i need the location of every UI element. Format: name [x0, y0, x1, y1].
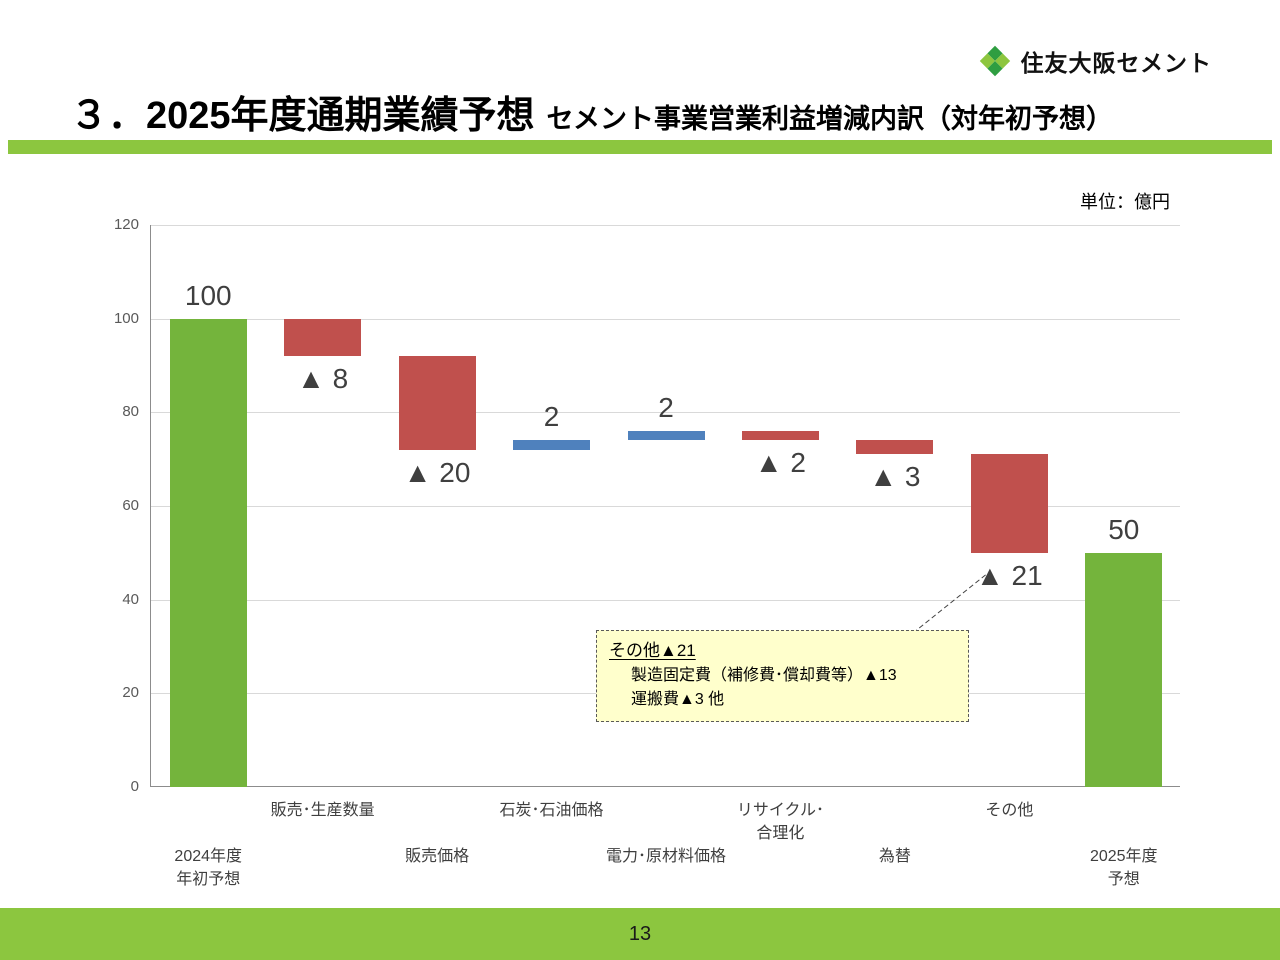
value-label-8: ▲ 21 — [976, 559, 1043, 591]
y-axis-tick-60: 60 — [122, 497, 139, 514]
y-axis-tick-80: 80 — [122, 403, 139, 421]
category-label-6: リサイクル･ 合理化 — [736, 802, 825, 843]
waterfall-bar-6-decrease — [741, 431, 819, 441]
title-sub-text: セメント事業営業利益増減内訳（対年初予想） — [546, 104, 1114, 134]
category-label-3: 販売価格 — [405, 848, 470, 865]
waterfall-bar-1-total — [169, 318, 247, 787]
category-label-7: 為替 — [878, 848, 911, 865]
y-axis-tick-100: 100 — [113, 309, 139, 327]
category-label-1: 2024年度 年初予想 — [174, 848, 243, 889]
gridline-100 — [151, 318, 1180, 320]
footer-band: 13 — [0, 908, 1280, 960]
gridline-0 — [151, 786, 1180, 787]
value-label-4: 2 — [543, 401, 560, 433]
value-label-1: 100 — [184, 279, 232, 311]
waterfall-chart: 0 20 40 60 80 100 120 100 2024年度 年初予想 ▲ 8 販売･生産数量 ▲ … — [114, 216, 1180, 888]
company-name: 住友大阪セメント — [1020, 50, 1212, 76]
value-label-2: ▲ 8 — [297, 363, 349, 395]
waterfall-bar-5-increase — [627, 431, 705, 441]
gridline-60 — [151, 506, 1180, 507]
y-axis-tick-0: 0 — [130, 778, 139, 795]
category-label-4: 石炭･石油価格 — [499, 802, 604, 819]
logo-diamond-icon — [980, 45, 1011, 77]
annotation-detail-1: 製造固定費（補修費･償却費等）▲13 — [631, 666, 897, 684]
category-label-8: その他 — [985, 802, 1034, 819]
value-label-6: ▲ 2 — [754, 447, 806, 479]
value-label-3: ▲ 20 — [403, 456, 471, 488]
page-title: ３．2025年度通期業績予想 セメント事業営業利益増減内訳（対年初予想） — [70, 84, 1113, 139]
category-label-9: 2025年度 予想 — [1089, 848, 1158, 889]
annotation-box: その他▲21 製造固定費（補修費･償却費等）▲13 運搬費▲3 他 — [596, 630, 969, 722]
category-label-5: 電力･原材料価格 — [605, 848, 726, 865]
annotation-detail-2: 運搬費▲3 他 — [631, 690, 725, 708]
y-axis-tick-120: 120 — [113, 216, 139, 233]
gridline-40 — [151, 599, 1180, 601]
value-label-7: ▲ 3 — [869, 461, 921, 493]
title-underline-band — [8, 140, 1272, 154]
waterfall-bar-7-decrease — [856, 440, 934, 455]
waterfall-bar-8-decrease — [970, 454, 1048, 553]
waterfall-bar-4-increase — [513, 440, 591, 450]
waterfall-bar-2-decrease — [284, 318, 362, 357]
unit-label: 単位：億円 — [1080, 192, 1170, 212]
value-label-5: 2 — [658, 392, 674, 424]
title-main-text: ３．2025年度通期業績予想 — [70, 95, 535, 137]
annotation-title: その他▲21 — [609, 641, 696, 660]
gridline-120 — [151, 225, 1180, 226]
gridline-80 — [151, 412, 1180, 414]
value-label-9: 50 — [1108, 513, 1140, 545]
waterfall-bar-9-total — [1085, 552, 1163, 787]
y-axis-tick-20: 20 — [122, 684, 139, 702]
company-logo: 住友大阪セメント — [979, 44, 1212, 78]
waterfall-bar-3-decrease — [398, 356, 476, 450]
y-axis-tick-40: 40 — [122, 590, 139, 608]
page-number: 13 — [628, 922, 652, 945]
category-label-2: 販売･生産数量 — [270, 802, 375, 819]
